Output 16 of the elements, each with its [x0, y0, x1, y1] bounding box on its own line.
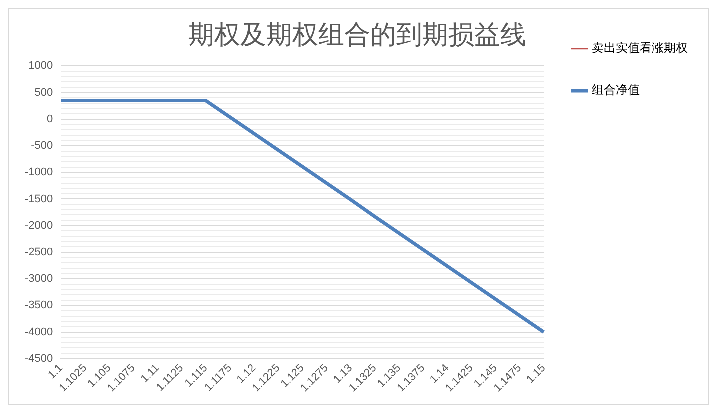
y-tick-label: -3500 — [24, 300, 54, 312]
y-tick-label: 1000 — [28, 60, 54, 72]
legend-label: 组合净值 — [592, 83, 640, 98]
y-tick-label: 500 — [34, 86, 54, 99]
chart-title: 期权及期权组合的到期损益线 — [188, 20, 526, 50]
y-tick-label: -1500 — [24, 193, 54, 206]
y-tick-label: -2000 — [24, 220, 54, 232]
y-tick-label: -2500 — [24, 246, 54, 258]
y-tick-label: -500 — [31, 140, 54, 152]
y-tick-label: -4000 — [24, 326, 54, 338]
legend-label: 卖出实值看涨期权 — [592, 41, 688, 56]
y-tick-label: 0 — [47, 113, 54, 126]
y-tick-label: -1000 — [24, 166, 54, 179]
y-tick-label: -4500 — [24, 352, 54, 365]
x-tick-label: 1.11 — [138, 362, 162, 386]
y-tick-label: -3000 — [24, 273, 54, 286]
